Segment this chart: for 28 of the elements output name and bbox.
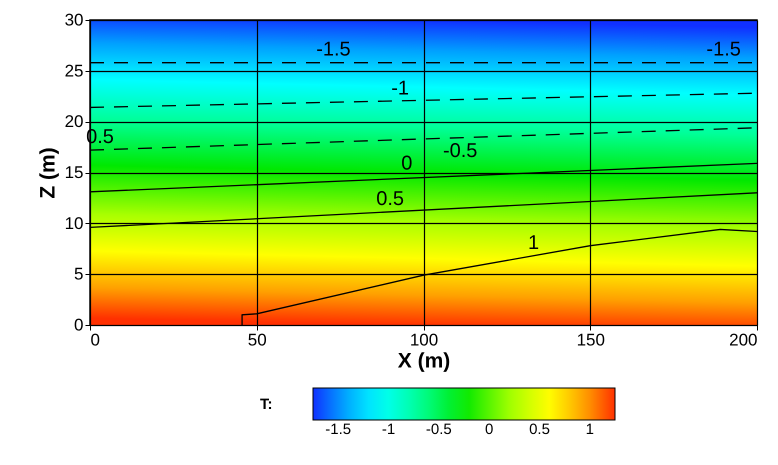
y-tick-label: 5	[74, 264, 84, 284]
annotation: -1	[391, 77, 410, 100]
x-tick-label: 50	[248, 330, 267, 350]
y-axis-title: Z (m)	[36, 147, 60, 199]
color-bar-label: 0	[484, 421, 494, 438]
color-bar-label: -1.5	[325, 421, 352, 438]
y-tick-label: 15	[64, 163, 84, 182]
x-tick-label: 0	[90, 330, 100, 350]
y-tick-label: 0	[74, 316, 84, 334]
annotation: -0.5	[442, 140, 478, 162]
y-tick-label: 10	[64, 214, 84, 233]
y-tick-label: 30	[64, 10, 84, 30]
y-tick-label: 20	[64, 112, 84, 132]
color-bar-label: 0.5	[529, 421, 550, 438]
color-bar-label: 1	[586, 421, 594, 438]
y-tick-label: 25	[64, 61, 84, 80]
annotation: -1.5	[706, 38, 741, 61]
color-bar-label: -1	[382, 421, 396, 438]
annotation: 1	[528, 232, 540, 254]
x-tick-label: 150	[576, 330, 605, 350]
x-tick-label: 100	[410, 330, 438, 350]
legend-title: T:	[260, 396, 272, 413]
color-bar-label: -0.5	[426, 421, 452, 438]
annotation: 0	[401, 152, 412, 175]
x-axis-title: X (m)	[398, 350, 450, 372]
annotation: -1.5	[316, 38, 351, 61]
x-tick-label: 200	[729, 330, 758, 350]
annotation: 0.5	[376, 188, 404, 210]
